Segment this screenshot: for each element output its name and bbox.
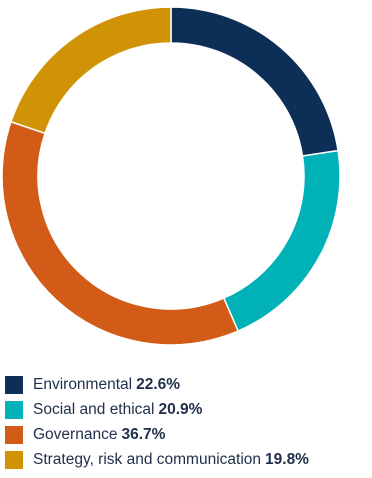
legend-item-environmental: Environmental 22.6%: [5, 372, 372, 397]
legend-item-governance: Governance 36.7%: [5, 422, 372, 447]
legend-value: 20.9%: [158, 400, 203, 418]
slice-social-and-ethical: [222, 149, 341, 333]
slice-governance: [1, 120, 240, 346]
legend-label: Governance: [33, 425, 118, 443]
donut-chart: [1, 6, 341, 346]
chart-legend: Environmental 22.6% Social and ethical 20.9…: [5, 372, 372, 472]
legend-swatch: [5, 375, 23, 394]
legend-value: 22.6%: [136, 375, 181, 393]
legend-item-social-and-ethical: Social and ethical 20.9%: [5, 397, 372, 422]
legend-label: Environmental: [33, 375, 133, 393]
donut-slices: [1, 6, 341, 346]
legend-item-strategy-risk-and-communication: Strategy, risk and communication 19.8%: [5, 447, 372, 472]
legend-swatch: [5, 425, 23, 444]
legend-swatch: [5, 400, 23, 419]
slice-strategy-risk-and-communication: [9, 6, 172, 135]
legend-swatch: [5, 450, 23, 469]
legend-label: Strategy, risk and communication: [33, 450, 262, 468]
legend-value: 19.8%: [265, 450, 309, 468]
legend-label: Social and ethical: [33, 400, 155, 418]
legend-value: 36.7%: [121, 425, 166, 443]
slice-environmental: [170, 6, 339, 157]
